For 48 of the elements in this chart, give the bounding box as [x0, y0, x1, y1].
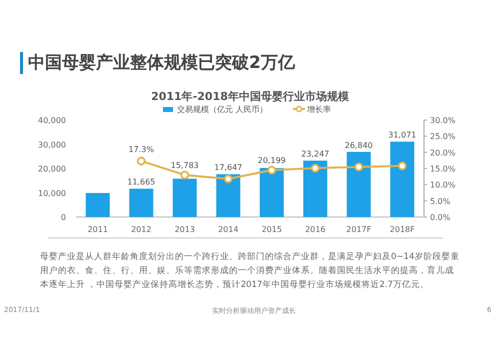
point: [136, 156, 146, 166]
y2-tick-label: 30.0%: [430, 116, 456, 125]
bar: [390, 142, 414, 217]
data-label: 11,665: [127, 178, 156, 187]
data-label: 31,071: [388, 130, 416, 140]
data-label: 17,647: [214, 163, 242, 172]
point: [267, 166, 276, 175]
text: 母婴产业是从人群年龄角度划分出的一个跨行业、跨部门的综合产业群，是满足孕产妇及0~14岁阶段婴童用户的衣、食、住、行、用、娱、乐等需求形成的一个消费产业体系。随着国民生活水平的提高，育儿成本逐年上升 ，中国母婴产业保持高增长态势，预计2017年中国母婴行业市场规模将近2.7万亿元。: [40, 250, 460, 292]
x-tick-label: 2015: [262, 225, 282, 234]
data-label: 23,247: [301, 150, 330, 159]
y-tick-label: 30,000: [38, 140, 66, 150]
x-tick-label: 2017F: [346, 225, 372, 234]
y2-tick-label: 0.0%: [430, 213, 451, 222]
bar: [216, 174, 240, 217]
x-tick-label: 2013: [174, 225, 195, 234]
bar: [260, 168, 284, 217]
y-tick-label: 0: [60, 213, 66, 222]
x-tick-label: 2014: [218, 225, 238, 234]
y2-tick-label: 10.0%: [430, 180, 456, 190]
bar: [86, 192, 110, 217]
point: [354, 162, 364, 172]
point: [180, 170, 190, 180]
legend-label: 交易规模（亿元 人民币）: [177, 105, 268, 114]
x-tick-label: 2016: [305, 225, 326, 234]
data-label: 20,199: [258, 156, 286, 166]
bar: [129, 188, 154, 217]
y-tick-label: 40,000: [38, 116, 66, 125]
point: [310, 164, 320, 173]
bar: [346, 152, 371, 217]
data-label: 17.3%: [128, 145, 154, 154]
y2-tick-label: 15.0%: [430, 164, 456, 174]
bar: [172, 178, 197, 217]
chart-title: 中国母婴产业整体规模已突破2万亿: [28, 52, 295, 74]
y-tick-label: 20,000: [38, 164, 66, 174]
point: [224, 174, 233, 184]
legend-label: 增长率: [306, 105, 331, 114]
y2-tick-label: 20.0%: [430, 148, 456, 158]
bar: [303, 160, 328, 217]
point: [398, 162, 407, 170]
x-tick-label: 2018F: [390, 225, 416, 234]
y2-tick-label: 5.0%: [430, 196, 451, 206]
chart-subtitle: 2011年-2018年中国母婴行业市场规模: [151, 90, 350, 103]
data-label: 15,783: [170, 160, 199, 170]
data-label: 26,840: [344, 140, 373, 150]
y-tick-label: 10,000: [38, 188, 66, 198]
y2-tick-label: 25.0%: [430, 132, 456, 142]
x-tick-label: 2011: [88, 225, 108, 234]
x-tick-label: 2012: [131, 225, 152, 234]
